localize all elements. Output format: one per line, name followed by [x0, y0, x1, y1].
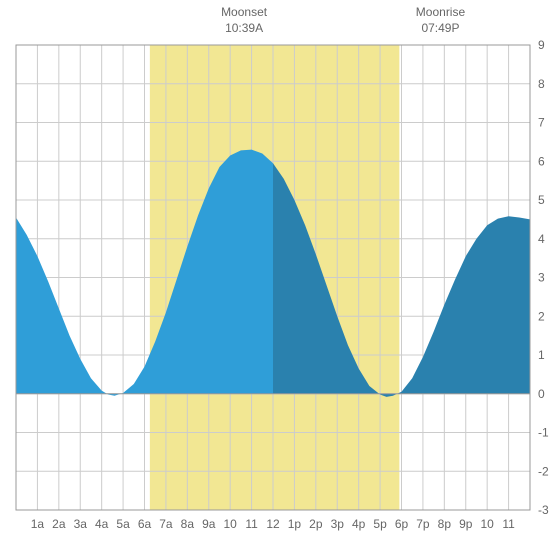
svg-text:2p: 2p [309, 517, 323, 531]
svg-text:12: 12 [266, 517, 280, 531]
svg-text:5: 5 [538, 193, 545, 207]
svg-text:3p: 3p [331, 517, 345, 531]
svg-text:-1: -1 [538, 426, 549, 440]
svg-text:9: 9 [538, 38, 545, 52]
svg-text:1a: 1a [31, 517, 45, 531]
svg-text:Moonset: Moonset [221, 5, 268, 19]
svg-text:-3: -3 [538, 503, 549, 517]
svg-text:9a: 9a [202, 517, 216, 531]
svg-text:11: 11 [245, 517, 258, 531]
svg-text:10: 10 [480, 517, 494, 531]
svg-text:3: 3 [538, 271, 545, 285]
svg-text:10: 10 [223, 517, 237, 531]
svg-text:10:39A: 10:39A [225, 21, 263, 35]
svg-text:8p: 8p [438, 517, 452, 531]
svg-text:6a: 6a [138, 517, 152, 531]
svg-text:5p: 5p [373, 517, 387, 531]
svg-text:3a: 3a [74, 517, 88, 531]
svg-text:6p: 6p [395, 517, 409, 531]
svg-text:4p: 4p [352, 517, 366, 531]
svg-text:07:49P: 07:49P [421, 21, 459, 35]
chart-svg: 1a2a3a4a5a6a7a8a9a1011121p2p3p4p5p6p7p8p… [0, 0, 550, 550]
svg-text:2: 2 [538, 309, 545, 323]
svg-text:8: 8 [538, 77, 545, 91]
svg-text:1: 1 [538, 348, 545, 362]
svg-text:4: 4 [538, 232, 545, 246]
svg-text:7p: 7p [416, 517, 430, 531]
svg-text:2a: 2a [52, 517, 66, 531]
svg-text:1p: 1p [288, 517, 302, 531]
svg-text:7: 7 [538, 116, 545, 130]
svg-text:Moonrise: Moonrise [416, 5, 466, 19]
svg-text:4a: 4a [95, 517, 109, 531]
svg-text:6: 6 [538, 154, 545, 168]
svg-text:11: 11 [502, 517, 515, 531]
tide-chart: 1a2a3a4a5a6a7a8a9a1011121p2p3p4p5p6p7p8p… [0, 0, 550, 550]
svg-text:0: 0 [538, 387, 545, 401]
svg-text:5a: 5a [116, 517, 130, 531]
svg-text:9p: 9p [459, 517, 473, 531]
svg-text:7a: 7a [159, 517, 173, 531]
svg-text:-2: -2 [538, 464, 549, 478]
svg-text:8a: 8a [181, 517, 195, 531]
